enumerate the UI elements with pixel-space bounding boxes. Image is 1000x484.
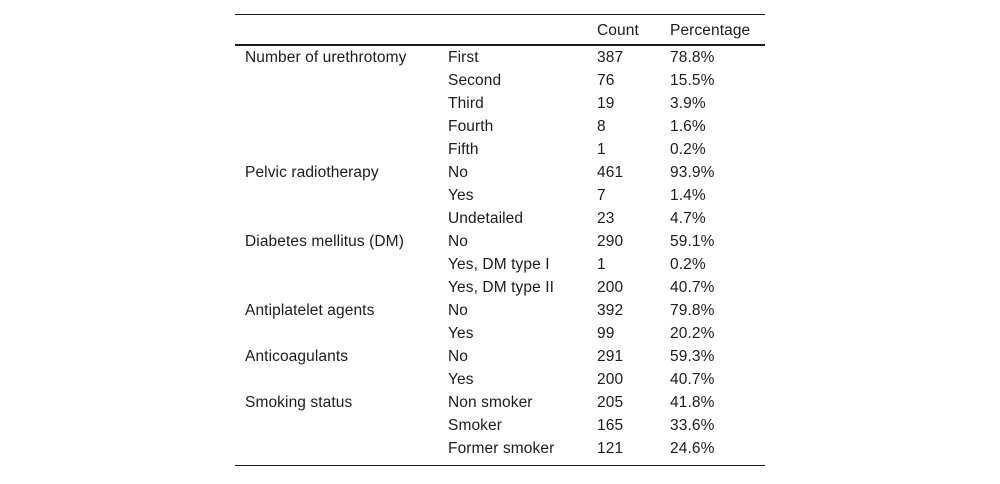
count-cell: 7 <box>597 187 606 204</box>
table-row: Yes 200 40.7% <box>235 368 765 391</box>
count-cell: 19 <box>597 95 615 112</box>
header-percentage-column: Percentage <box>670 22 751 39</box>
table-row: Yes 7 1.4% <box>235 184 765 207</box>
level-cell: No <box>448 348 469 365</box>
table-row: Yes 99 20.2% <box>235 322 765 345</box>
table-row: Third 19 3.9% <box>235 92 765 115</box>
count-cell: 165 <box>597 417 624 434</box>
percentage-cell: 3.9% <box>670 95 706 112</box>
count-cell: 291 <box>597 348 624 365</box>
count-cell: 99 <box>597 325 615 342</box>
header-level-column <box>448 15 597 46</box>
group-label-cell: Number of urethrotomy <box>245 49 407 66</box>
percentage-cell: 1.6% <box>670 118 706 135</box>
table-row: Number of urethrotomy First 387 78.8% <box>235 46 765 69</box>
level-cell: Yes <box>448 371 474 388</box>
percentage-cell: 0.2% <box>670 256 706 273</box>
percentage-cell: 0.2% <box>670 141 706 158</box>
header-count-column: Count <box>597 22 639 39</box>
table-row: Former smoker 121 24.6% <box>235 437 765 460</box>
level-cell: Yes, DM type II <box>448 279 555 296</box>
table-row: Antiplatelet agents No 392 79.8% <box>235 299 765 322</box>
group-label-cell <box>235 184 448 207</box>
count-cell: 8 <box>597 118 606 135</box>
count-cell: 1 <box>597 256 606 273</box>
percentage-cell: 59.1% <box>670 233 715 250</box>
count-cell: 200 <box>597 279 624 296</box>
table-row: Fourth 8 1.6% <box>235 115 765 138</box>
group-label-cell <box>235 322 448 345</box>
table-row: Anticoagulants No 291 59.3% <box>235 345 765 368</box>
level-cell: Fourth <box>448 118 494 135</box>
group-label-cell <box>235 437 448 460</box>
percentage-cell: 79.8% <box>670 302 715 319</box>
percentage-cell: 93.9% <box>670 164 715 181</box>
count-cell: 1 <box>597 141 606 158</box>
table-row: Smoking status Non smoker 205 41.8% <box>235 391 765 414</box>
count-cell: 290 <box>597 233 624 250</box>
count-cell: 121 <box>597 440 624 457</box>
level-cell: Yes <box>448 187 474 204</box>
table-row: Undetailed 23 4.7% <box>235 207 765 230</box>
table-row: Second 76 15.5% <box>235 69 765 92</box>
group-label-cell <box>235 92 448 115</box>
percentage-cell: 4.7% <box>670 210 706 227</box>
group-label-cell <box>235 253 448 276</box>
percentage-cell: 40.7% <box>670 371 715 388</box>
table-body: Number of urethrotomy First 387 78.8% Se… <box>235 46 765 465</box>
level-cell: First <box>448 49 479 66</box>
table-row: Fifth 1 0.2% <box>235 138 765 161</box>
count-cell: 392 <box>597 302 624 319</box>
level-cell: Former smoker <box>448 440 555 457</box>
percentage-cell: 59.3% <box>670 348 715 365</box>
group-label-cell <box>235 138 448 161</box>
level-cell: Yes <box>448 325 474 342</box>
percentage-cell: 40.7% <box>670 279 715 296</box>
percentage-cell: 24.6% <box>670 440 715 457</box>
level-cell: No <box>448 233 469 250</box>
level-cell: Yes, DM type I <box>448 256 550 273</box>
table-row: Yes, DM type II 200 40.7% <box>235 276 765 299</box>
percentage-cell: 33.6% <box>670 417 715 434</box>
header-group-column <box>235 15 448 46</box>
group-label-cell: Diabetes mellitus (DM) <box>245 233 404 250</box>
group-label-cell: Anticoagulants <box>245 348 349 365</box>
level-cell: No <box>448 302 469 319</box>
level-cell: Third <box>448 95 484 112</box>
group-label-cell <box>235 368 448 391</box>
count-cell: 461 <box>597 164 624 181</box>
percentage-cell: 15.5% <box>670 72 715 89</box>
table-row: Diabetes mellitus (DM) No 290 59.1% <box>235 230 765 253</box>
patient-characteristics-table: Count Percentage Number of urethrotomy F… <box>235 14 765 466</box>
group-label-cell <box>235 414 448 437</box>
table-header-row: Count Percentage <box>235 15 765 46</box>
count-cell: 387 <box>597 49 624 66</box>
table-row: Smoker 165 33.6% <box>235 414 765 437</box>
count-cell: 205 <box>597 394 624 411</box>
count-cell: 200 <box>597 371 624 388</box>
percentage-cell: 41.8% <box>670 394 715 411</box>
percentage-cell: 20.2% <box>670 325 715 342</box>
group-label-cell <box>235 69 448 92</box>
table-row: Pelvic radiotherapy No 461 93.9% <box>235 161 765 184</box>
table-row: Yes, DM type I 1 0.2% <box>235 253 765 276</box>
count-cell: 23 <box>597 210 615 227</box>
group-label-cell <box>235 207 448 230</box>
count-cell: 76 <box>597 72 615 89</box>
level-cell: No <box>448 164 469 181</box>
level-cell: Smoker <box>448 417 503 434</box>
group-label-cell: Antiplatelet agents <box>245 302 375 319</box>
level-cell: Fifth <box>448 141 479 158</box>
level-cell: Undetailed <box>448 210 524 227</box>
level-cell: Non smoker <box>448 394 533 411</box>
level-cell: Second <box>448 72 502 89</box>
group-label-cell <box>235 115 448 138</box>
percentage-cell: 78.8% <box>670 49 715 66</box>
group-label-cell: Smoking status <box>245 394 353 411</box>
group-label-cell <box>235 276 448 299</box>
group-label-cell: Pelvic radiotherapy <box>245 164 379 181</box>
percentage-cell: 1.4% <box>670 187 706 204</box>
